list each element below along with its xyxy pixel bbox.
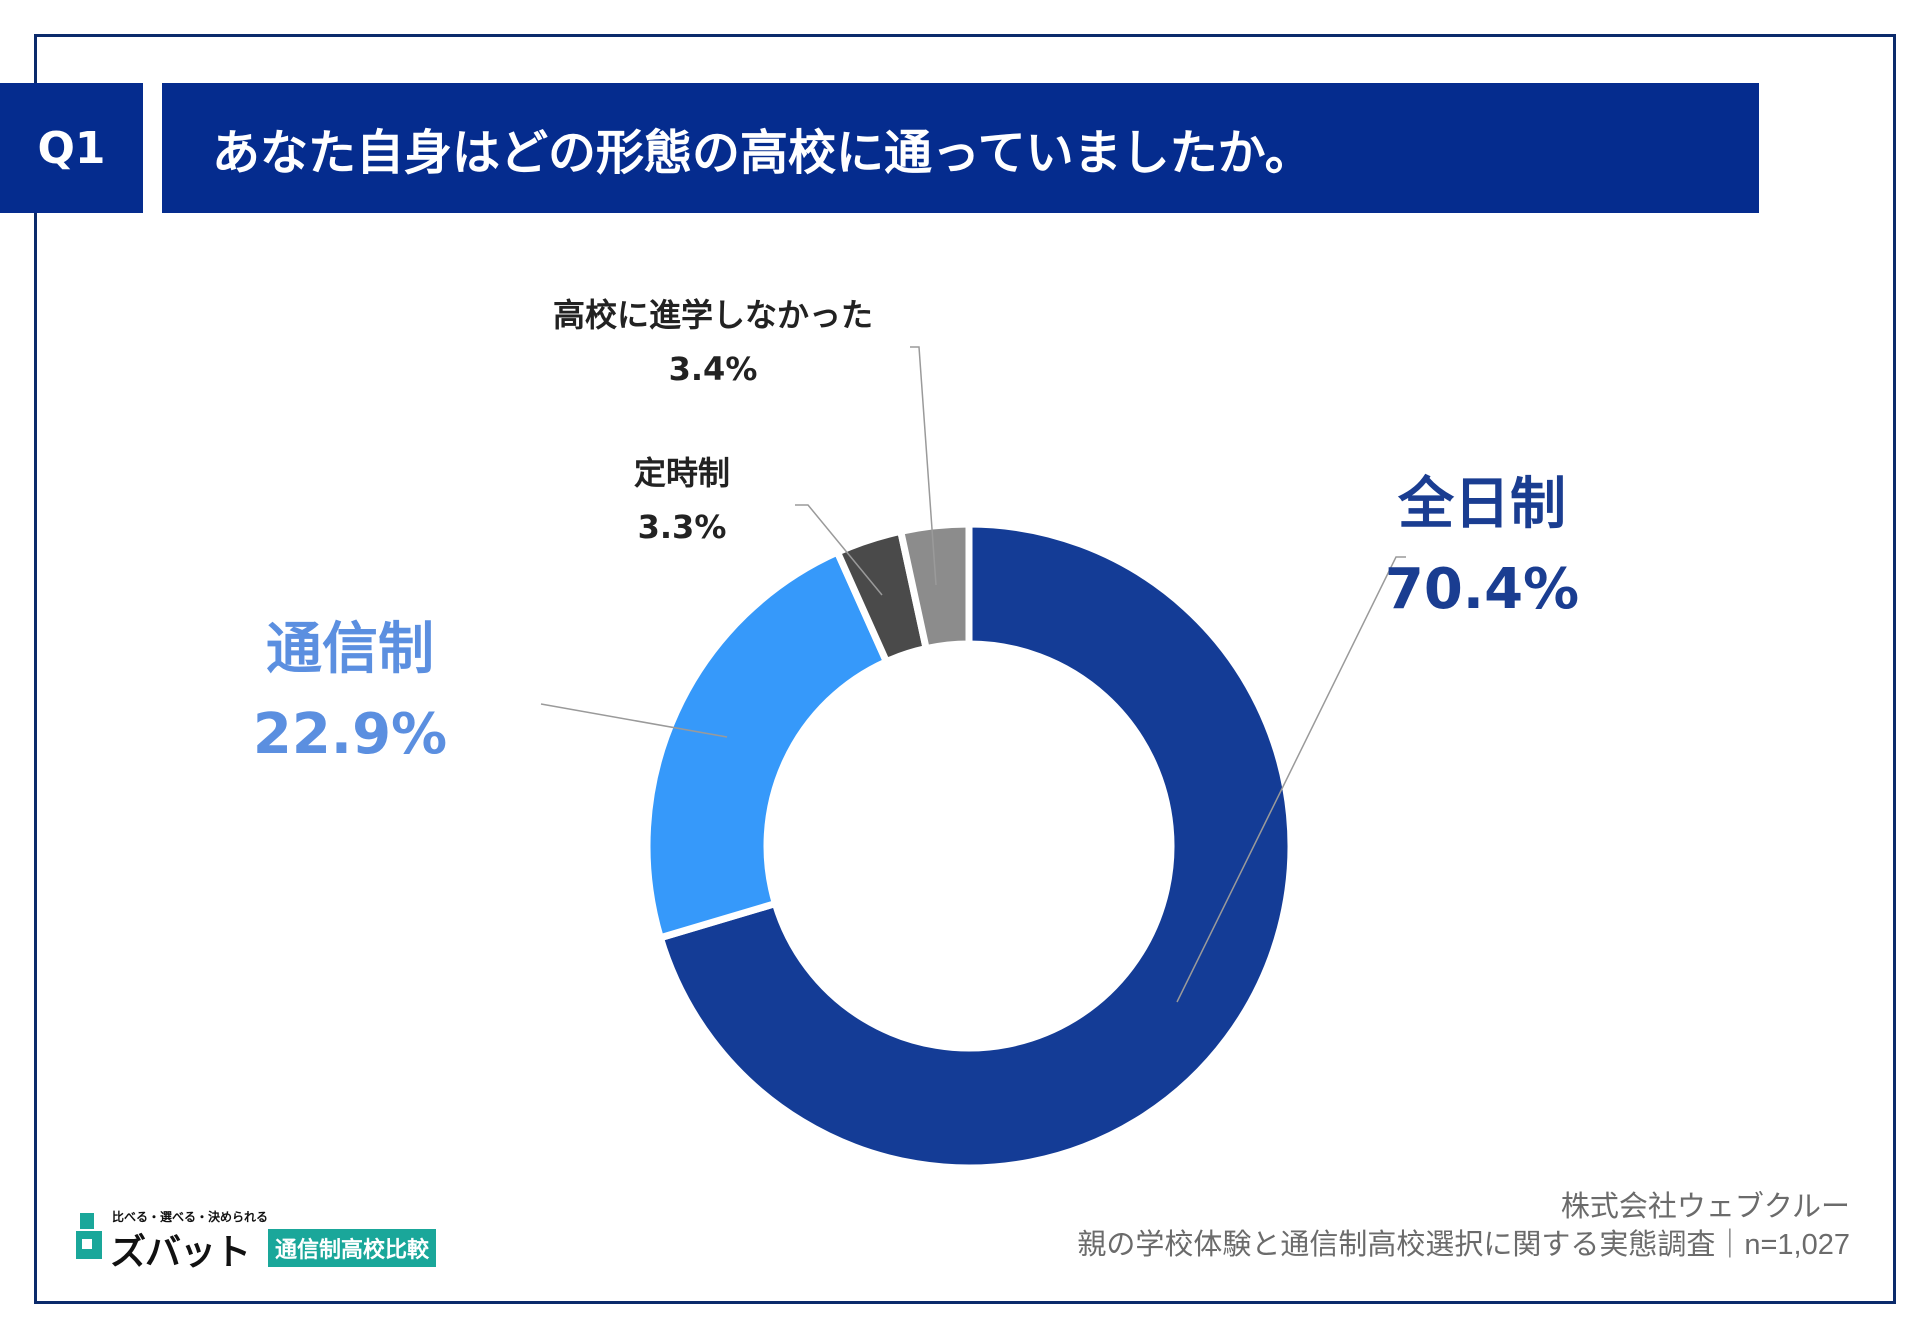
question-number: Q1 xyxy=(0,83,143,213)
slide-frame xyxy=(34,34,1896,1304)
label-teiji-name: 定時制 xyxy=(633,454,730,492)
survey-info: 親の学校体験と通信制高校選択に関する実態調査｜n=1,027 xyxy=(1077,1229,1850,1261)
label-teiji: 定時制 3.3% xyxy=(602,448,762,556)
label-tsushin: 通信制 22.9% xyxy=(230,615,470,785)
leader-line-zennichi xyxy=(1176,556,1406,1003)
logo-name: ズバット xyxy=(110,1232,251,1273)
label-shingaku-name: 高校に進学しなかった xyxy=(552,296,873,334)
logo-tagline: 比べる・選べる・決められる xyxy=(112,1210,269,1224)
slice-zennichi xyxy=(655,520,1295,1172)
slice-tsushin xyxy=(643,547,892,943)
label-tsushin-value: 22.9% xyxy=(252,702,448,767)
slice-shingaku xyxy=(896,520,973,653)
label-zennichi-value: 70.4% xyxy=(1384,557,1580,622)
label-zennichi: 全日制 70.4% xyxy=(1362,470,1602,640)
company-name: 株式会社ウェブクルー xyxy=(1560,1191,1850,1223)
leader-line-shingaku xyxy=(910,346,937,586)
leader-line-teiji xyxy=(795,504,883,596)
logo-badge: 通信制高校比較 xyxy=(268,1229,437,1267)
question-title: あなた自身はどの形態の高校に通っていましたか。 xyxy=(162,83,1759,213)
label-zennichi-name: 全日制 xyxy=(1398,472,1566,537)
label-tsushin-name: 通信制 xyxy=(266,617,434,682)
label-shingaku-value: 3.4% xyxy=(668,350,758,388)
brand-logo: 比べる・選べる・決められる ズバット 通信制高校比較 xyxy=(74,1205,464,1273)
label-shingaku: 高校に進学しなかった 3.4% xyxy=(523,290,903,398)
leader-line-tsushin xyxy=(540,703,728,738)
label-teiji-value: 3.3% xyxy=(637,508,727,546)
logo-mark-icon xyxy=(76,1213,102,1259)
survey-credit: 株式会社ウェブクルー 親の学校体験と通信制高校選択に関する実態調査｜n=1,02… xyxy=(1077,1188,1850,1264)
